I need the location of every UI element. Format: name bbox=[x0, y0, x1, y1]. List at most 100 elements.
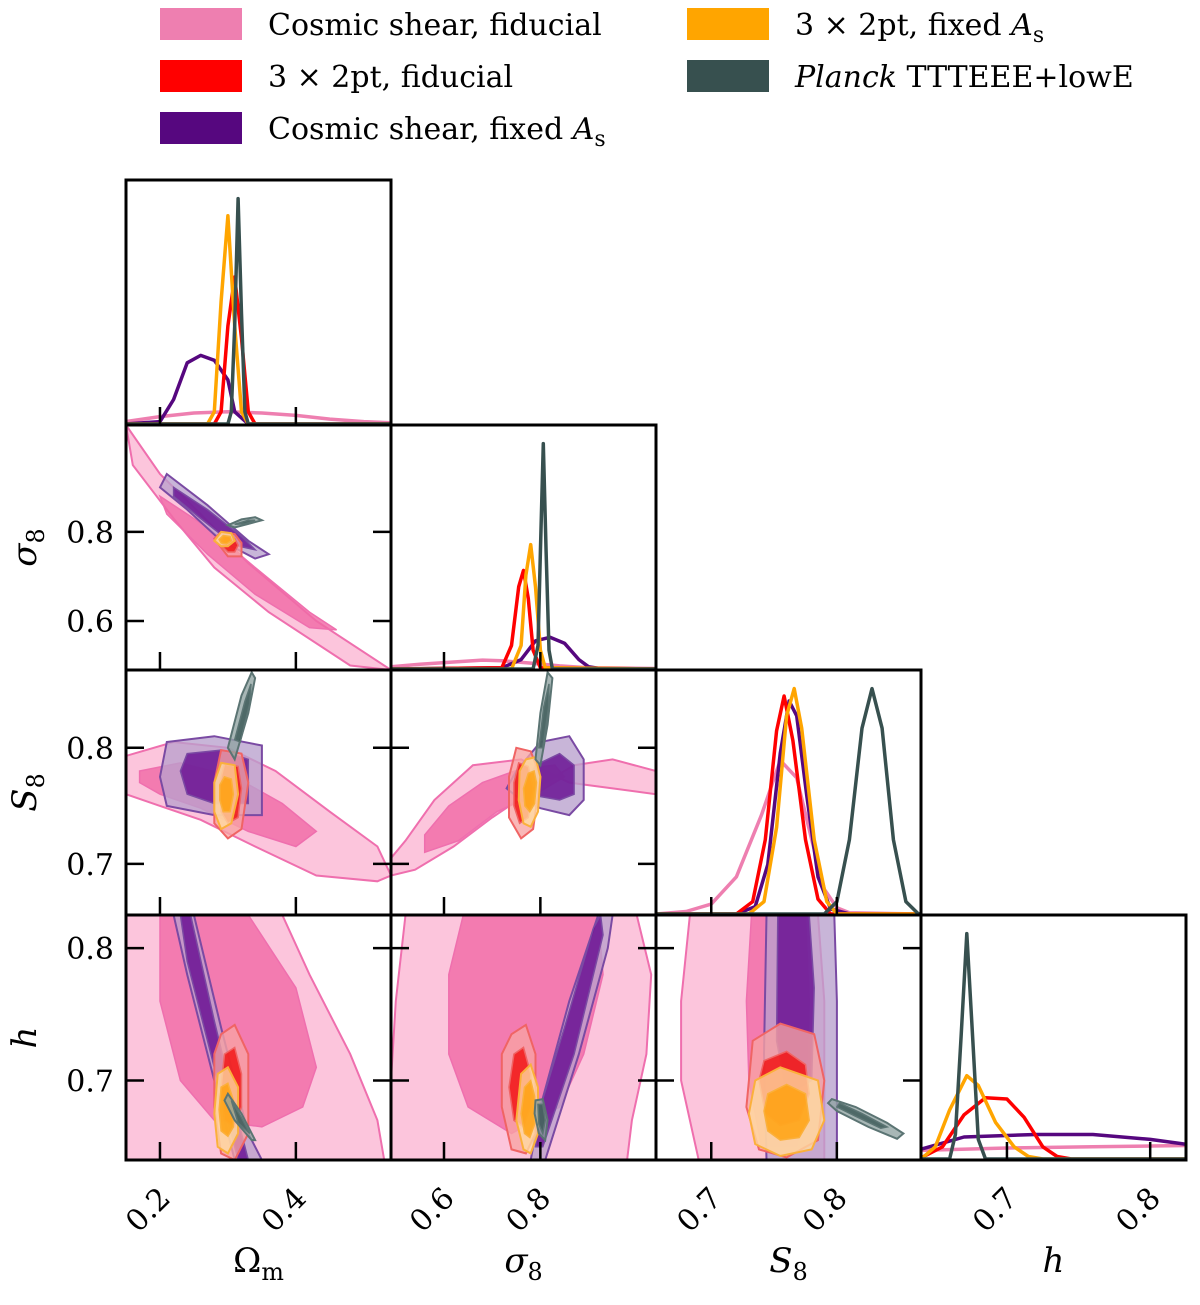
axis-label-s8: σ8 bbox=[504, 1241, 542, 1286]
marginal-curve bbox=[126, 410, 391, 425]
x-tick-label: 0.7 bbox=[966, 1181, 1024, 1239]
legend-label-text: Cosmic shear, fiducial bbox=[268, 8, 602, 43]
panel-content bbox=[391, 670, 656, 877]
legend-label-italic: Planck bbox=[794, 60, 897, 95]
x-tick-label: 0.8 bbox=[1109, 1181, 1167, 1239]
axis-label-symbol: σ bbox=[504, 1241, 528, 1281]
marginal-curve bbox=[921, 931, 1186, 1160]
panel-content bbox=[126, 915, 386, 1160]
marginal-curve bbox=[126, 196, 391, 425]
x-tick-label: 0.2 bbox=[119, 1181, 177, 1239]
panel-s8-vs-Om bbox=[124, 423, 393, 672]
legend: Cosmic shear, fiducial 3 × 2pt, fiducial C… bbox=[160, 8, 1134, 152]
axis-label-h: h bbox=[5, 1027, 45, 1049]
axis-label-subscript: 8 bbox=[22, 528, 50, 543]
marginal-curve bbox=[656, 758, 921, 915]
x-tick-label: 0.6 bbox=[403, 1181, 461, 1239]
legend-swatch bbox=[160, 60, 242, 92]
legend-label-symbol: A bbox=[1008, 8, 1033, 43]
axis-label-subscript: 8 bbox=[22, 773, 50, 788]
y-tick-label: 0.8 bbox=[66, 732, 114, 767]
contour-68 bbox=[219, 775, 235, 813]
panel-h-vs-h bbox=[919, 913, 1188, 1162]
contour-68 bbox=[538, 683, 550, 749]
panel-S8-vs-S8 bbox=[654, 668, 923, 917]
marginal-curve bbox=[126, 275, 391, 425]
legend-entry: Planck TTTEEE+lowE bbox=[687, 60, 1134, 95]
y-tick-label: 0.8 bbox=[66, 932, 114, 967]
panel-h-vs-Om bbox=[124, 913, 393, 1162]
panel-content bbox=[391, 915, 653, 1160]
axis-label-S8: S8 bbox=[5, 773, 50, 811]
contour-68 bbox=[835, 1102, 890, 1129]
panel-S8-vs-s8 bbox=[389, 668, 658, 917]
axis-label-h: h bbox=[1043, 1241, 1065, 1281]
legend-label: 3 × 2pt, fiducial bbox=[268, 60, 513, 95]
contour-68 bbox=[520, 1078, 536, 1139]
x-tick-label: 0.8 bbox=[796, 1181, 854, 1239]
contour-68 bbox=[537, 1103, 546, 1137]
axis-label-S8: S8 bbox=[769, 1241, 807, 1286]
legend-swatch bbox=[160, 112, 242, 144]
panel-content bbox=[921, 931, 1186, 1160]
marginal-curve bbox=[126, 214, 391, 425]
legend-entry: 3 × 2pt, fixed As bbox=[687, 8, 1044, 48]
contour-68 bbox=[230, 1100, 251, 1135]
panel-S8-vs-Om bbox=[124, 668, 393, 917]
axis-label-subscript: m bbox=[261, 1258, 284, 1286]
legend-swatch bbox=[687, 8, 769, 40]
panel-content bbox=[391, 441, 656, 670]
axis-label-symbol: σ bbox=[5, 543, 45, 567]
legend-label-text: Cosmic shear, fixed bbox=[268, 112, 573, 147]
axis-label-symbol: Ω bbox=[233, 1241, 261, 1281]
contour-68 bbox=[158, 494, 338, 631]
panel-s8-vs-s8 bbox=[389, 423, 658, 672]
marginal-curve bbox=[921, 1143, 1186, 1153]
x-tick-label: 0.4 bbox=[255, 1181, 313, 1239]
y-tick-label: 0.7 bbox=[66, 848, 114, 883]
contour-68 bbox=[534, 915, 604, 1148]
panel-content bbox=[126, 196, 391, 425]
marginal-curve bbox=[921, 1132, 1186, 1151]
y-tick-label: 0.7 bbox=[66, 1065, 114, 1100]
marginal-curve bbox=[656, 694, 921, 915]
legend-label: Cosmic shear, fiducial bbox=[268, 8, 602, 43]
panel-content bbox=[656, 686, 921, 915]
axis-label-symbol: h bbox=[5, 1027, 45, 1049]
contour-68 bbox=[234, 519, 256, 526]
panel-h-vs-s8 bbox=[389, 913, 658, 1162]
legend-swatch bbox=[687, 60, 769, 92]
axis-label-symbol: S bbox=[769, 1241, 792, 1281]
contour-68 bbox=[218, 534, 233, 545]
x-tick-label: 0.8 bbox=[500, 1181, 558, 1239]
contour-68 bbox=[522, 769, 538, 813]
marginal-curve bbox=[126, 353, 391, 425]
legend-label-subscript: s bbox=[594, 127, 605, 152]
legend-entry: 3 × 2pt, fiducial bbox=[160, 60, 513, 95]
panel-h-vs-S8 bbox=[654, 913, 923, 1162]
panel-content bbox=[126, 670, 391, 883]
marginal-curve bbox=[391, 542, 656, 670]
legend-label: Planck TTTEEE+lowE bbox=[794, 60, 1134, 95]
contour-68 bbox=[233, 683, 252, 744]
y-tick-label: 0.8 bbox=[66, 516, 114, 551]
panel-Om-vs-Om bbox=[124, 178, 393, 427]
axis-label-symbol: h bbox=[1043, 1241, 1065, 1281]
legend-label-text: 3 × 2pt, fixed bbox=[795, 8, 1011, 43]
axis-label-Om: Ωm bbox=[233, 1241, 284, 1286]
panel-content bbox=[126, 425, 391, 670]
axis-label-s8: σ8 bbox=[5, 528, 50, 566]
axis-label-symbol: S bbox=[5, 788, 45, 811]
contour-95 bbox=[391, 758, 656, 877]
contour-68 bbox=[763, 1083, 810, 1141]
y-tick-label: 0.6 bbox=[66, 605, 114, 640]
legend-label-text: 3 × 2pt, fiducial bbox=[268, 60, 513, 95]
legend-entry: Cosmic shear, fixed As bbox=[160, 112, 606, 152]
panel-frame bbox=[124, 178, 393, 427]
marginal-curve bbox=[391, 568, 656, 670]
panel-content bbox=[680, 915, 906, 1160]
marginal-curve bbox=[391, 441, 656, 670]
legend-entry: Cosmic shear, fiducial bbox=[160, 8, 602, 43]
